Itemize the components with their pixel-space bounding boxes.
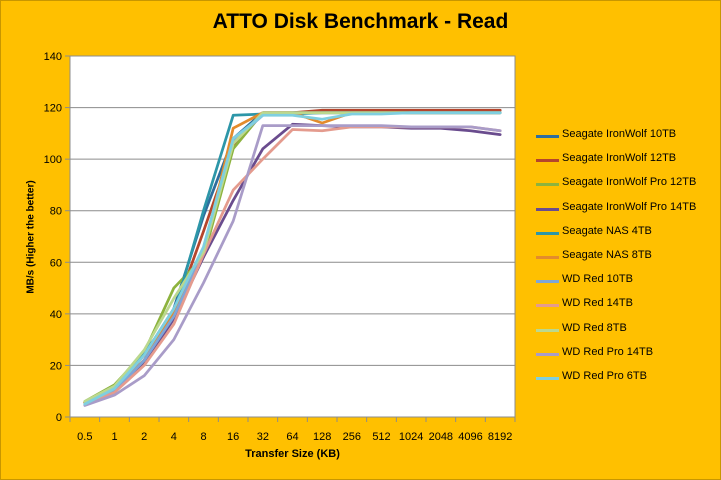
x-tick-label: 1	[111, 431, 117, 443]
legend-label: Seagate NAS 4TB	[562, 224, 652, 237]
x-tick-label: 2	[141, 431, 147, 443]
legend-swatch	[536, 183, 559, 187]
legend-swatch	[536, 159, 559, 163]
x-tick-label: 0.5	[77, 431, 92, 443]
series-line-11	[83, 111, 502, 406]
legend-label: WD Red 8TB	[562, 321, 627, 334]
legend-label: Seagate IronWolf 12TB	[562, 152, 677, 165]
legend-label: WD Red Pro 14TB	[562, 345, 654, 358]
x-tick-label: 1024	[399, 431, 423, 443]
legend-swatch	[536, 328, 559, 332]
legend-item: Seagate IronWolf Pro 12TB	[536, 176, 716, 200]
legend-item: Seagate NAS 4TB	[536, 225, 716, 249]
x-tick-label: 2048	[429, 431, 453, 443]
y-tick-label: 20	[50, 360, 62, 372]
x-tick-label: 4	[171, 431, 177, 443]
legend-swatch	[536, 376, 559, 380]
legend-item: WD Red 10TB	[536, 273, 716, 297]
legend-item: Seagate IronWolf 12TB	[536, 152, 716, 176]
x-tick-label: 512	[372, 431, 390, 443]
legend-item: Seagate IronWolf 10TB	[536, 128, 716, 152]
x-tick-label: 8192	[488, 431, 512, 443]
legend-label: Seagate IronWolf Pro 12TB	[562, 176, 697, 189]
legend-item: WD Red Pro 6TB	[536, 370, 716, 394]
y-tick-label: 120	[44, 103, 62, 115]
legend-swatch	[536, 304, 559, 308]
legend-label: Seagate NAS 8TB	[562, 248, 652, 261]
legend-label: Seagate IronWolf 10TB	[562, 128, 677, 140]
y-tick-label: 80	[50, 206, 62, 218]
legend-swatch	[536, 352, 559, 356]
y-tick-label: 40	[50, 309, 62, 321]
y-tick-label: 100	[44, 154, 62, 166]
y-tick-label: 140	[44, 51, 62, 63]
x-tick-label: 128	[313, 431, 331, 443]
x-tick-label: 32	[257, 431, 269, 443]
x-tick-label: 8	[200, 431, 206, 443]
x-tick-label: 16	[227, 431, 239, 443]
series-line-10	[83, 124, 502, 407]
legend-swatch	[536, 135, 559, 138]
legend-label: WD Red 10TB	[562, 273, 633, 286]
y-tick-label: 60	[50, 257, 62, 269]
x-axis-title: Transfer Size (KB)	[245, 448, 340, 460]
legend-swatch	[536, 231, 559, 235]
legend-label: WD Red Pro 6TB	[562, 369, 647, 382]
legend-item: WD Red Pro 14TB	[536, 346, 716, 370]
legend-item: WD Red 14TB	[536, 297, 716, 321]
legend-item: WD Red 8TB	[536, 322, 716, 346]
legend-swatch	[536, 280, 559, 284]
legend-label: WD Red 14TB	[562, 297, 633, 310]
x-tick-label: 256	[343, 431, 361, 443]
legend-swatch	[536, 207, 559, 211]
chart-title: ATTO Disk Benchmark - Read	[212, 10, 509, 33]
x-tick-label: 4096	[458, 431, 482, 443]
y-tick-label: 0	[56, 412, 62, 424]
x-tick-label: 64	[286, 431, 298, 443]
legend-label: Seagate IronWolf Pro 14TB	[562, 200, 697, 213]
legend: Seagate IronWolf 10TB Seagate IronWolf 12…	[536, 128, 716, 394]
legend-item: Seagate IronWolf Pro 14TB	[536, 201, 716, 225]
legend-swatch	[536, 255, 559, 259]
legend-item: Seagate NAS 8TB	[536, 249, 716, 273]
